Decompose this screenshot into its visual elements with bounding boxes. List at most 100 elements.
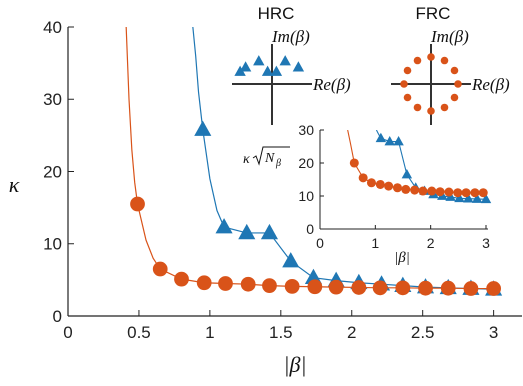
inset-y-tick-label: 10 [298, 188, 314, 204]
hrc-point-marker [270, 65, 283, 76]
inset-x-tick-label: 3 [482, 235, 490, 251]
main-x-tick-label: 1.5 [269, 323, 293, 342]
inset-triangle-marker [401, 169, 413, 179]
main-x-tick-label: 3 [489, 323, 498, 342]
inset-triangle-marker [393, 136, 404, 146]
hrc-im-label: Im(β) [271, 27, 310, 46]
main-series-0-line [192, 27, 494, 290]
main-circle-marker [418, 280, 433, 296]
main-y-ticks: 0 10 20 30 40 [43, 18, 74, 326]
main-circle-marker [152, 261, 168, 277]
hrc-point-marker [279, 55, 291, 66]
inset-x-axis-label: |β| [394, 250, 410, 266]
hrc-diagram-title: HRC [258, 4, 295, 23]
main-triangle-marker [194, 120, 212, 136]
main-circle-marker [284, 278, 300, 294]
inset-circle-marker [366, 178, 376, 188]
main-triangle-marker [260, 223, 279, 240]
main-y-axis-label: κ [9, 172, 20, 197]
main-circle-marker [307, 279, 323, 295]
main-circle-marker [463, 281, 479, 296]
frc-diagram-title: FRC [416, 4, 451, 23]
frc-point-marker [427, 53, 435, 61]
frc-point-marker [454, 80, 462, 88]
frc-point-marker [440, 103, 449, 112]
inset-y-tick-label: 0 [306, 221, 314, 237]
frc-im-label: Im(β) [430, 27, 469, 46]
frc-point-marker [450, 66, 459, 75]
hrc-points [234, 55, 305, 76]
inset-circle-marker [392, 183, 402, 193]
inset-circle-marker [444, 187, 454, 197]
inset-y-label-radical [252, 146, 290, 166]
frc-points [400, 53, 462, 115]
frc-point-marker [427, 107, 435, 115]
inset-x-tick-label: 2 [427, 235, 435, 251]
inset-circle-marker [375, 179, 385, 189]
inset-circle-marker [349, 158, 359, 168]
inset-x-ticks: 0 1 2 3 [316, 225, 490, 251]
inset-y-label-n: N [264, 151, 275, 166]
hrc-point-marker [261, 65, 274, 76]
inset-triangle-marker [480, 193, 492, 204]
inset-circle-marker [461, 188, 471, 198]
frc-point-marker [413, 56, 422, 65]
main-series-layer [125, 27, 503, 296]
main-triangle-marker [282, 252, 300, 268]
main-circle-marker [328, 279, 344, 295]
main-triangle-marker [215, 218, 233, 234]
main-circle-marker [440, 280, 456, 296]
main-y-tick-label: 40 [43, 18, 62, 37]
main-x-tick-label: 0 [63, 323, 72, 342]
inset-y-axis-label: κ N β [243, 146, 290, 169]
frc-diagram: FRC Im(β) Re(β) [391, 4, 510, 125]
hrc-point-marker [239, 61, 252, 72]
inset-circle-marker [427, 186, 437, 196]
main-x-tick-label: 2.5 [411, 323, 435, 342]
inset-circle-marker [478, 188, 488, 198]
inset-axes: 0 1 2 3 0 10 20 30 |β| κ N β [243, 122, 490, 266]
hrc-diagram: HRC Im(β) Re(β) [232, 4, 351, 125]
main-x-axis-label: |β| [283, 352, 306, 377]
main-circle-marker [130, 196, 145, 212]
inset-y-label-kappa: κ [243, 152, 250, 167]
inset-y-tick-label: 20 [298, 155, 314, 171]
inset-series-layer [347, 130, 492, 204]
hrc-point-marker [292, 61, 305, 72]
frc-point-marker [403, 93, 412, 102]
inset-x-tick-label: 0 [316, 235, 324, 251]
inset-circle-marker [358, 173, 368, 183]
main-circle-marker [372, 280, 388, 296]
frc-point-marker [413, 103, 422, 112]
frc-point-marker [450, 93, 459, 102]
main-circle-marker [218, 276, 233, 291]
main-x-tick-label: 2 [347, 323, 356, 342]
hrc-point-marker [253, 55, 265, 66]
inset-circle-marker [410, 185, 420, 195]
inset-y-label-sub: β [275, 158, 281, 169]
frc-point-marker [440, 56, 449, 65]
main-circle-marker [174, 271, 189, 287]
main-y-tick-label: 0 [53, 307, 62, 326]
main-triangle-marker [238, 223, 256, 240]
inset-triangle-marker [454, 192, 465, 203]
main-circle-marker [395, 280, 411, 296]
hrc-point-marker [234, 65, 246, 76]
inset-triangle-marker [471, 193, 483, 203]
main-circle-marker [351, 280, 367, 295]
hrc-re-label: Re(β) [312, 75, 351, 94]
main-y-tick-label: 10 [43, 235, 62, 254]
inset-triangle-marker [375, 132, 387, 143]
inset-x-tick-label: 1 [371, 235, 379, 251]
frc-re-label: Re(β) [471, 75, 510, 94]
main-circle-marker [196, 275, 212, 291]
main-circle-marker [262, 278, 277, 294]
frc-point-marker [400, 80, 408, 88]
inset-y-tick-label: 30 [298, 122, 314, 138]
inset-circle-marker [401, 184, 411, 194]
inset-circle-marker [384, 181, 394, 191]
inset-y-ticks: 0 10 20 30 [298, 122, 324, 237]
main-y-tick-label: 30 [43, 90, 62, 109]
